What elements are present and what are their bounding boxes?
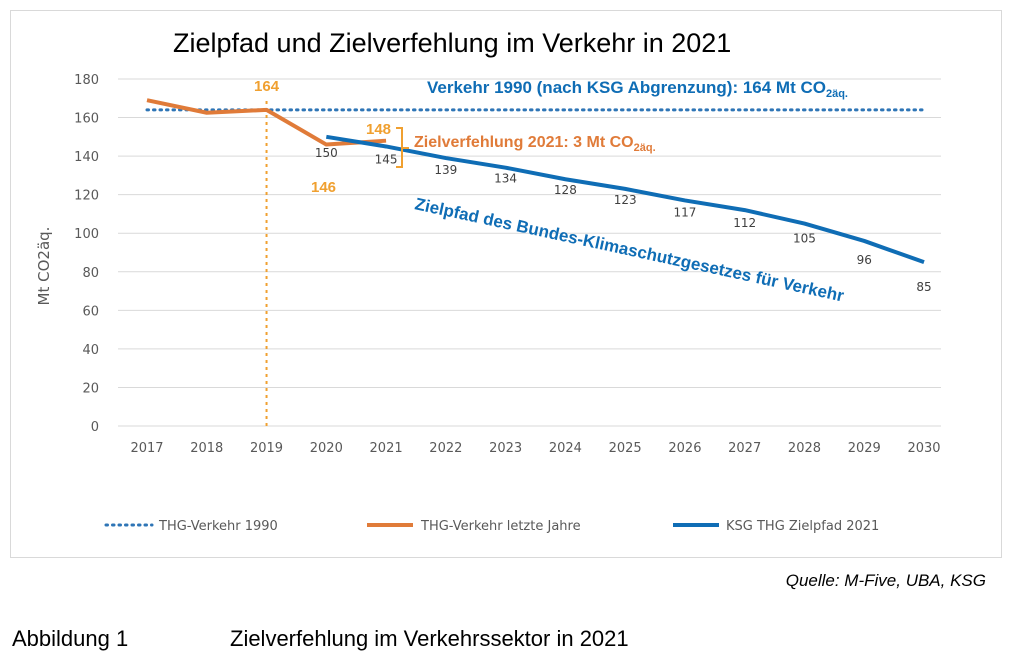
data-label-zielpfad: 145	[375, 152, 398, 166]
y-tick-label: 80	[82, 266, 99, 281]
x-tick-label: 2028	[788, 441, 821, 456]
x-tick-label: 2025	[609, 441, 642, 456]
y-tick-label: 140	[74, 150, 99, 165]
data-label-zielpfad: 85	[916, 280, 931, 294]
legend-label: THG-Verkehr letzte Jahre	[420, 519, 581, 534]
line-chart: Zielpfad und Zielverfehlung im Verkehr i…	[35, 28, 941, 534]
data-label-zielpfad: 150	[315, 146, 338, 160]
legend-label: THG-Verkehr 1990	[158, 519, 278, 534]
zielverfehlung-bracket	[396, 127, 409, 168]
y-tick-label: 180	[74, 73, 99, 88]
data-label-2019: 164	[254, 78, 280, 95]
data-label-zielpfad: 139	[434, 163, 457, 177]
y-tick-label: 60	[82, 304, 99, 319]
x-tick-label: 2024	[549, 441, 582, 456]
x-tick-label: 2021	[370, 441, 403, 456]
figure-caption: Zielverfehlung im Verkehrssektor in 2021	[230, 626, 629, 651]
figure-number: Abbildung 1	[12, 626, 129, 651]
x-tick-label: 2030	[907, 441, 940, 456]
x-tick-label: 2019	[250, 441, 283, 456]
x-tick-label: 2018	[190, 441, 223, 456]
x-tick-label: 2029	[848, 441, 881, 456]
chart-frame: Zielpfad und Zielverfehlung im Verkehr i…	[10, 10, 1002, 558]
data-label-zielpfad: 128	[554, 183, 577, 197]
series-line-2	[146, 98, 387, 147]
y-tick-label: 120	[74, 189, 99, 204]
data-label-zielpfad: 112	[733, 216, 756, 230]
annotation-verkehr-1990: Verkehr 1990 (nach KSG Abgrenzung): 164 …	[427, 78, 848, 100]
data-label-zielpfad: 96	[857, 253, 872, 267]
data-label-zielpfad: 134	[494, 172, 517, 186]
x-tick-label: 2017	[130, 441, 163, 456]
chart-title: Zielpfad und Zielverfehlung im Verkehr i…	[173, 28, 731, 58]
y-axis-label: Mt CO2äq.	[35, 227, 53, 306]
data-label-zielpfad: 123	[614, 193, 637, 207]
y-tick-label: 100	[74, 227, 99, 242]
y-tick-label: 40	[82, 343, 99, 358]
data-label-zielpfad: 117	[673, 205, 696, 219]
x-tick-label: 2022	[429, 441, 462, 456]
y-tick-label: 160	[74, 112, 99, 127]
legend-label: KSG THG Zielpfad 2021	[726, 519, 879, 534]
data-label-2021-ist: 148	[366, 121, 391, 138]
data-label-2020-ist: 146	[311, 179, 336, 196]
x-tick-label: 2026	[668, 441, 701, 456]
annotation-zielverfehlung: Zielverfehlung 2021: 3 Mt CO2äq.	[414, 134, 656, 154]
source-note: Quelle: M-Five, UBA, KSG	[785, 571, 986, 590]
data-label-zielpfad: 105	[793, 232, 816, 246]
x-tick-label: 2027	[728, 441, 761, 456]
y-tick-label: 0	[91, 420, 99, 435]
x-tick-label: 2020	[310, 441, 343, 456]
y-tick-label: 20	[82, 381, 99, 396]
annotation-zielpfad: Zielpfad des Bundes-Klimaschutzgesetzes …	[413, 194, 846, 305]
x-tick-label: 2023	[489, 441, 522, 456]
series-line-3	[325, 134, 925, 265]
